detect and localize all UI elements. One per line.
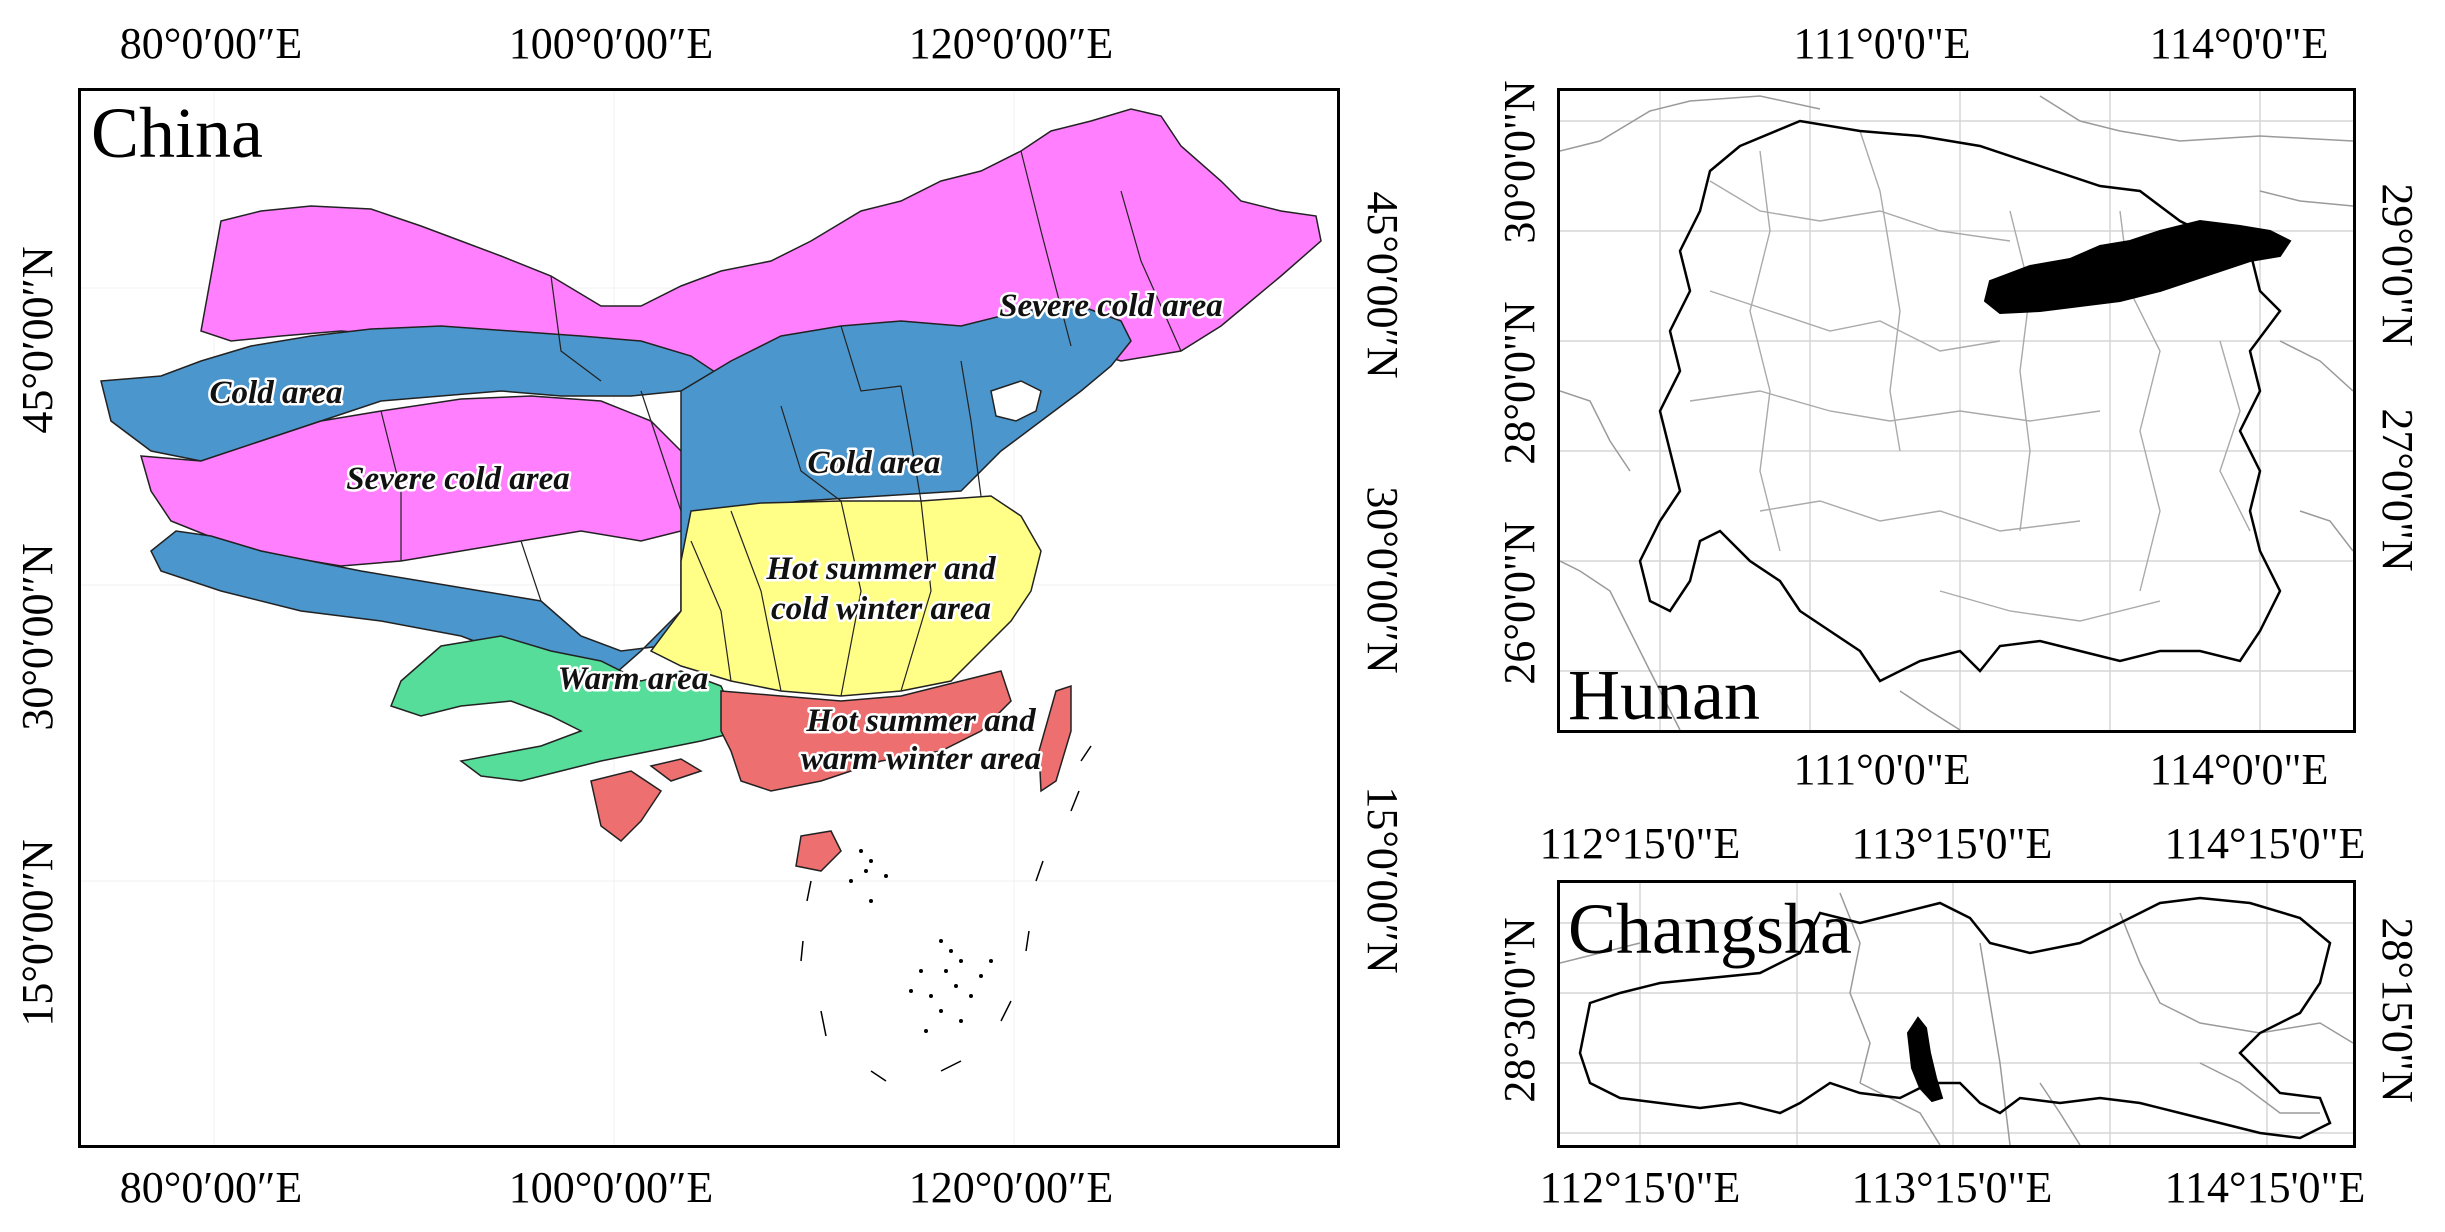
hunan-map-svg	[1560, 91, 2353, 730]
zone-warm-yunnan-strip	[649, 758, 703, 782]
china-bottom-tick-3: 120°0′00″E	[908, 1163, 1114, 1212]
changsha-bottom-tick-3: 114°15'0"E	[2164, 1163, 2366, 1212]
changsha-right-tick-1: 28°15'0"N	[2373, 917, 2422, 1103]
hunan-left-tick-2: 28°0'0"N	[1495, 301, 1544, 465]
hunan-bottom-tick-2: 114°0'0"E	[2149, 745, 2329, 794]
bohai-sea	[990, 380, 1042, 422]
label-hsww-line2: warm winter area	[801, 741, 1041, 777]
hunan-highlight-region	[1983, 219, 2292, 315]
label-cold-central: Cold area	[808, 445, 941, 481]
province-boundaries	[380, 150, 1182, 697]
label-hscw-line2: cold winter area	[771, 591, 991, 627]
china-top-tick-3: 120°0′00″E	[908, 19, 1114, 68]
changsha-top-tick-2: 113°15'0"E	[1851, 819, 2053, 868]
china-left-tick-2: 30°0′00″N	[13, 543, 62, 731]
zone-taiwan	[1038, 684, 1072, 793]
label-warm: Warm area	[558, 661, 709, 697]
china-bottom-tick-1: 80°0′00″E	[119, 1163, 303, 1212]
changsha-bottom-tick-2: 113°15'0"E	[1851, 1163, 2053, 1212]
china-map-svg: Severe cold area Cold area Severe cold a…	[81, 91, 1337, 1145]
label-severe-cold-ne: Severe cold area	[999, 288, 1223, 324]
china-left-tick-3: 15°0′00″N	[13, 839, 62, 1027]
label-severe-cold-west: Severe cold area	[346, 461, 570, 497]
changsha-outline	[1578, 896, 2332, 1140]
china-right-tick-3: 15°0′00″N	[1358, 786, 1407, 974]
zone-warm	[390, 635, 743, 782]
hunan-neighbor-boundaries	[1560, 95, 2353, 730]
hunan-left-tick-1: 30°0'0"N	[1495, 80, 1544, 244]
hunan-left-tick-3: 26°0'0"N	[1495, 521, 1544, 685]
hunan-right-tick-1: 29°0'0"N	[2373, 183, 2422, 347]
zone-hot-summer-warm-winter-yunnan	[590, 770, 663, 842]
zone-hot-summer-cold-winter	[649, 495, 1042, 697]
china-left-tick-1: 45°0′00″N	[13, 246, 62, 434]
changsha-neighbor-boundaries	[1560, 892, 2353, 1145]
changsha-bottom-tick-1: 112°15'0"E	[1539, 1163, 1741, 1212]
hunan-internal-boundaries	[1689, 130, 2251, 622]
changsha-highlight-region	[1906, 1016, 1944, 1103]
hunan-title: Hunan	[1568, 655, 1760, 733]
south-china-sea-islands	[849, 849, 993, 1033]
hunan-right-tick-2: 27°0'0"N	[2373, 408, 2422, 572]
label-hsww-line1: Hot summer and	[805, 703, 1036, 739]
zone-cold-central	[150, 305, 1132, 687]
label-cold-west: Cold area	[210, 375, 343, 411]
changsha-title: Changsha	[1568, 889, 1852, 969]
changsha-map-svg	[1560, 883, 2353, 1145]
china-right-tick-2: 30°0′00″N	[1358, 486, 1407, 674]
changsha-map-panel: Changsha	[1557, 880, 2356, 1148]
hunan-top-tick-1: 111°0'0"E	[1793, 19, 1971, 68]
changsha-top-tick-3: 114°15'0"E	[2164, 819, 2366, 868]
hunan-map-panel: Hunan	[1557, 88, 2356, 733]
changsha-top-tick-1: 112°15'0"E	[1539, 819, 1741, 868]
china-bottom-tick-2: 100°0′00″E	[508, 1163, 714, 1212]
hunan-top-tick-2: 114°0'0"E	[2149, 19, 2329, 68]
hunan-bottom-tick-1: 111°0'0"E	[1793, 745, 1971, 794]
nine-dash-line	[800, 745, 1092, 1082]
china-top-tick-2: 100°0′00″E	[508, 19, 714, 68]
changsha-left-tick-1: 28°30'0"N	[1495, 917, 1544, 1103]
zone-hainan	[795, 830, 842, 872]
china-top-tick-1: 80°0′00″E	[119, 19, 303, 68]
china-title: China	[91, 93, 263, 173]
zone-hot-summer-warm-winter	[720, 670, 1012, 792]
label-hscw-line1: Hot summer and	[765, 551, 996, 587]
china-map-panel: Severe cold area Cold area Severe cold a…	[78, 88, 1340, 1148]
china-right-tick-1: 45°0′00″N	[1358, 191, 1407, 379]
